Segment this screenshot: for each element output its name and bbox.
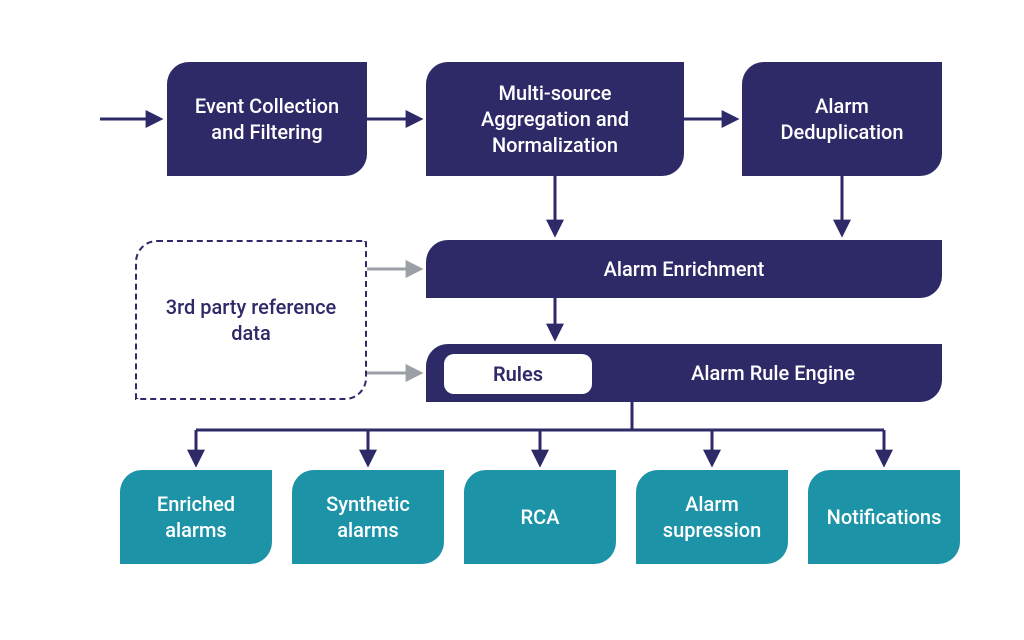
node-synthetic-alarms: Synthetic alarms [292, 470, 444, 564]
node-multi-source: Multi-source Aggregation and Normalizati… [426, 62, 684, 176]
node-label: Notifications [824, 504, 944, 530]
node-enriched-alarms: Enriched alarms [120, 470, 272, 564]
node-label: Alarm Deduplication [758, 93, 926, 145]
node-label: 3rd party reference data [153, 294, 349, 346]
node-alarm-suppression: Alarm supression [636, 470, 788, 564]
chip-rules: Rules [444, 354, 592, 394]
diagram-canvas: Event Collection and Filtering Multi-sou… [0, 0, 1024, 640]
node-label: Synthetic alarms [308, 491, 428, 543]
node-label: Multi-source Aggregation and Normalizati… [442, 80, 668, 158]
chip-label: Rules [493, 362, 543, 386]
node-notifications: Notifications [808, 470, 960, 564]
node-event-collection: Event Collection and Filtering [167, 62, 367, 176]
node-label: Event Collection and Filtering [183, 93, 351, 145]
node-label: Alarm Enrichment [442, 256, 926, 282]
node-third-party: 3rd party reference data [135, 240, 367, 400]
node-rca: RCA [464, 470, 616, 564]
node-alarm-dedup: Alarm Deduplication [742, 62, 942, 176]
node-alarm-enrichment: Alarm Enrichment [426, 240, 942, 298]
node-label: Enriched alarms [136, 491, 256, 543]
node-label: RCA [480, 504, 600, 530]
node-label: Alarm supression [652, 491, 772, 543]
